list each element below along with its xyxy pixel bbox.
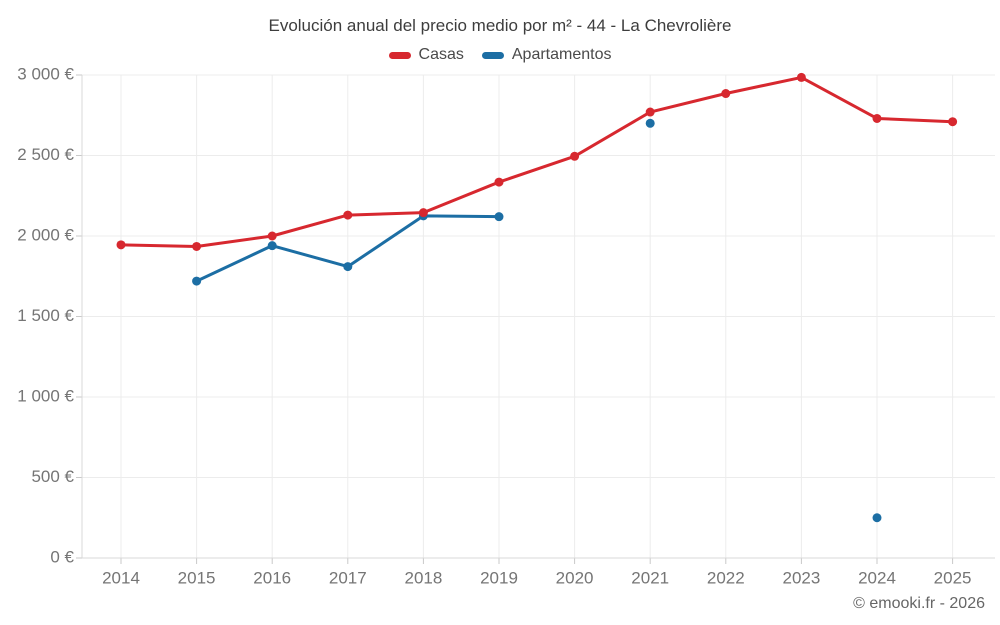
data-point [418,208,428,218]
x-axis-label: 2019 [480,568,518,587]
data-point [570,151,580,161]
data-point [796,72,806,82]
casas-legend-label: Casas [418,46,464,63]
data-point [872,113,882,123]
y-axis-label: 1 000 € [17,386,74,405]
series-apartamentos [192,118,882,523]
x-axis-label: 2023 [782,568,820,587]
casas-legend-swatch-icon [388,51,411,59]
x-axis-label: 2021 [631,568,669,587]
legend-item-apartamentos[interactable]: Apartamentos [481,46,612,64]
y-axis-label: 500 € [31,467,74,486]
chart-title: Evolución anual del precio medio por m² … [268,16,732,35]
data-point [116,240,126,250]
data-point [721,89,731,99]
y-axis-label: 3 000 € [17,64,74,83]
data-point [267,231,277,241]
x-axis-label: 2017 [329,568,367,587]
series-casas [116,72,958,251]
y-axis-label: 1 500 € [17,306,74,325]
data-point [343,262,353,272]
legend-item-casas[interactable]: Casas [388,46,464,64]
data-point [645,118,655,128]
data-point [343,210,353,220]
x-axis-label: 2018 [404,568,442,587]
x-axis-label: 2025 [934,568,972,587]
x-axis-label: 2014 [102,568,140,587]
data-point [192,241,202,251]
x-axis-label: 2022 [707,568,745,587]
data-point [948,117,958,127]
data-point [192,276,202,286]
x-axis-label: 2020 [556,568,594,587]
y-axis-label: 2 500 € [17,145,74,164]
apartamentos-legend-label: Apartamentos [511,46,612,63]
data-point [494,212,504,222]
data-point [494,177,504,187]
gridlines [82,74,995,559]
axes [76,74,995,564]
axis-labels: 2014 2015 2016 2017 2018 2019 2020 2021 2022 2023… [17,64,971,587]
copyright-text: © emooki.fr - 2026 [853,595,985,612]
data-point [645,107,655,117]
data-point [267,241,277,251]
x-axis-label: 2024 [858,568,896,587]
apartamentos-legend-swatch-icon [481,51,504,59]
chart-legend: Casas Apartamentos [0,46,1000,64]
x-axis-label: 2015 [178,568,216,587]
y-axis-label: 0 € [50,547,74,566]
data-point [872,513,882,523]
x-axis-label: 2016 [253,568,291,587]
y-axis-label: 2 000 € [17,225,74,244]
